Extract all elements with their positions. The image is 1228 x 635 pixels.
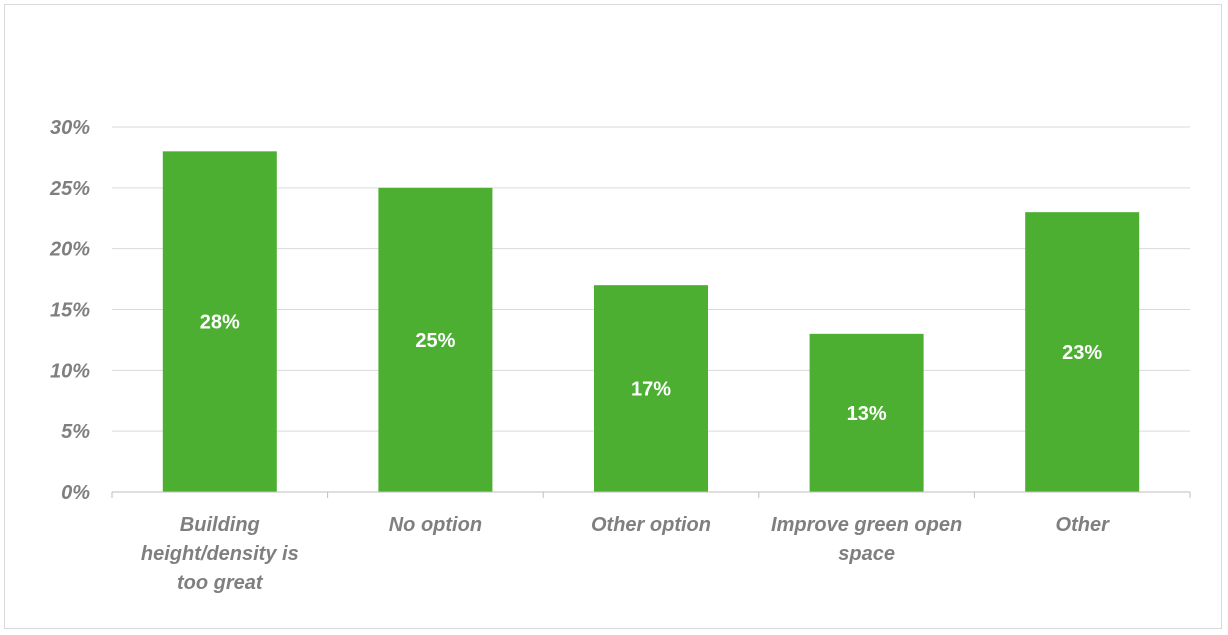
data-label: 28%: [200, 312, 240, 334]
x-category-label: Building: [180, 514, 260, 536]
y-tick-label: 10%: [50, 360, 90, 382]
y-tick-label: 30%: [50, 117, 90, 139]
bar: [594, 285, 708, 492]
data-label: 17%: [631, 379, 671, 401]
x-category-label: space: [838, 543, 895, 565]
x-category-label: No option: [389, 514, 482, 536]
data-label: 25%: [415, 330, 455, 352]
x-category-label: height/density is: [141, 543, 299, 565]
x-category-label: too great: [177, 572, 264, 594]
x-category-label: Other: [1056, 514, 1111, 536]
bar: [1025, 212, 1140, 492]
x-category-label: Other option: [591, 514, 711, 536]
bar: [809, 333, 924, 492]
y-tick-label: 5%: [61, 421, 90, 443]
y-tick-label: 0%: [61, 482, 90, 504]
y-tick-label: 20%: [49, 239, 90, 261]
y-tick-label: 15%: [50, 300, 90, 322]
y-tick-label: 25%: [49, 178, 90, 200]
data-label: 23%: [1062, 342, 1102, 364]
x-category-label: Improve green open: [771, 514, 962, 536]
bar: [378, 187, 493, 493]
bar: [162, 151, 277, 493]
data-label: 13%: [847, 403, 887, 425]
